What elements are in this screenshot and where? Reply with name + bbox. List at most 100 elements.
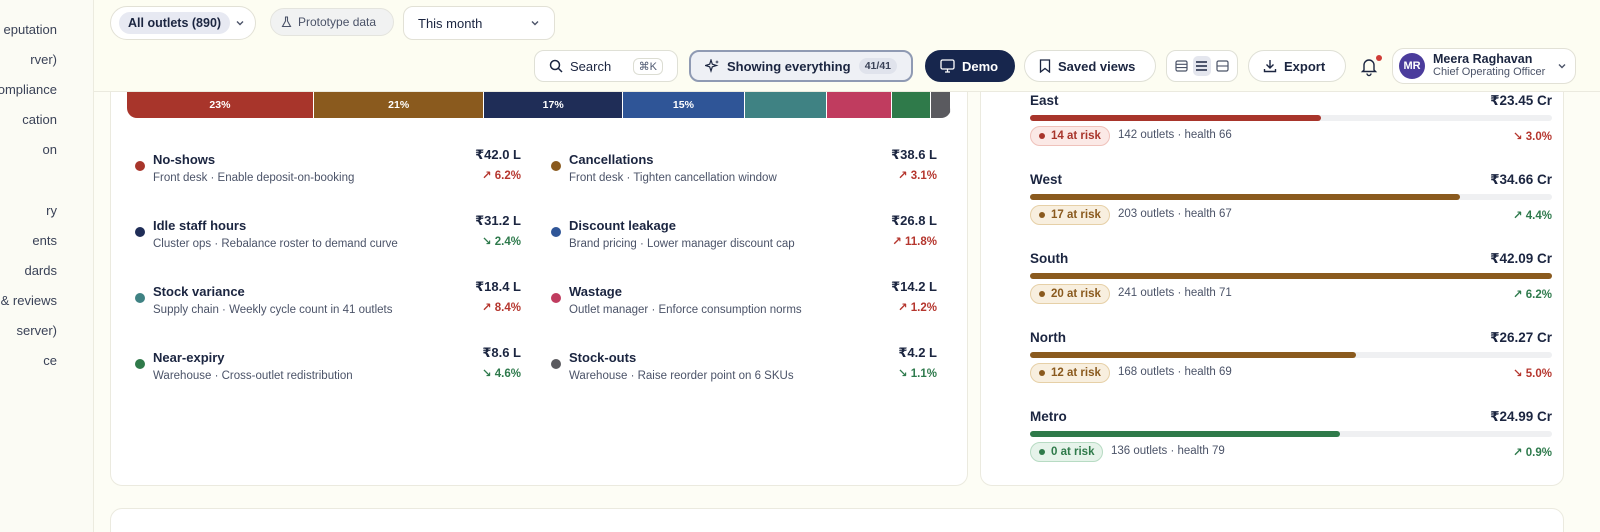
region-progress-track	[1030, 431, 1552, 437]
leakage-item[interactable]: No-shows Front desk · Enable deposit-on-b…	[135, 147, 531, 191]
period-label: This month	[418, 15, 483, 31]
region-value: ₹42.09 Cr	[1490, 251, 1552, 266]
notification-dot	[1376, 55, 1382, 61]
sidebar-item-ce[interactable]: ce	[43, 353, 57, 368]
sidebar-item-incidents[interactable]: ents	[32, 233, 57, 248]
search-button[interactable]: Search ⌘K	[534, 50, 678, 82]
showing-everything-button[interactable]: Showing everything 41/41	[689, 50, 913, 82]
share-segment[interactable]: 15%	[622, 92, 746, 118]
prototype-data-badge: Prototype data	[270, 8, 394, 36]
leakage-name: No-shows	[153, 152, 216, 167]
share-segment[interactable]	[892, 92, 931, 118]
user-menu[interactable]: MR Meera Raghavan Chief Operating Office…	[1392, 48, 1576, 84]
sidebar-item-communication[interactable]: cation	[22, 112, 57, 127]
leakage-card	[110, 70, 968, 486]
series-dot	[135, 359, 145, 369]
demo-button[interactable]: Demo	[925, 50, 1015, 82]
leakage-change: ↗ 8.4%	[481, 302, 521, 314]
sidebar-item-reviews[interactable]: & reviews	[0, 293, 57, 308]
region-name: West	[1030, 172, 1063, 187]
leakage-amount: ₹18.4 L	[475, 279, 521, 294]
region-row[interactable]: West ₹34.66 Cr 17 at risk 203 outlets · hea…	[1030, 172, 1552, 242]
leakage-change: ↗ 3.1%	[897, 170, 937, 182]
leakage-amount: ₹31.2 L	[475, 213, 521, 228]
region-row[interactable]: East ₹23.45 Cr 14 at risk 142 outlets · hea…	[1030, 93, 1552, 163]
share-segment[interactable]	[826, 92, 893, 118]
leakage-change: ↗ 1.2%	[897, 302, 937, 314]
leakage-name: Stock variance	[153, 284, 245, 299]
export-button[interactable]: Export	[1248, 50, 1346, 82]
region-progress-track	[1030, 273, 1552, 279]
leakage-name: Discount leakage	[569, 218, 676, 233]
region-row[interactable]: South ₹42.09 Cr 20 at risk 241 outlets · he…	[1030, 251, 1552, 321]
region-row[interactable]: North ₹26.27 Cr 12 at risk 168 outlets · he…	[1030, 330, 1552, 400]
rows-comfortable-icon	[1216, 60, 1229, 72]
region-value: ₹26.27 Cr	[1490, 330, 1552, 345]
outlets-filter[interactable]: All outlets (890)	[110, 6, 256, 40]
chevron-down-icon	[236, 21, 244, 26]
leakage-owner-action: Outlet manager · Enforce consumption nor…	[569, 304, 802, 316]
region-progress-track	[1030, 194, 1552, 200]
share-segment[interactable]	[930, 92, 951, 118]
showing-label: Showing everything	[727, 58, 851, 74]
chevron-down-icon	[531, 21, 539, 26]
density-comfortable-button[interactable]	[1214, 56, 1231, 76]
density-compact-button[interactable]	[1173, 56, 1190, 76]
share-segment[interactable]: 21%	[313, 92, 485, 118]
saved-views-button[interactable]: Saved views	[1024, 50, 1156, 82]
download-icon	[1263, 60, 1277, 73]
region-row[interactable]: Metro ₹24.99 Cr 0 at risk 136 outlets · hea…	[1030, 409, 1552, 479]
region-change: ↗ 4.4%	[1512, 210, 1552, 222]
chevron-down-icon	[1558, 64, 1566, 69]
leakage-change: ↘ 1.1%	[897, 368, 937, 380]
share-segment[interactable]	[745, 92, 827, 118]
sidebar-item-on[interactable]: on	[42, 142, 57, 157]
outlets-label: All outlets (890)	[119, 12, 231, 34]
leakage-item[interactable]: Wastage Outlet manager · Enforce consumpt…	[551, 279, 947, 323]
region-name: South	[1030, 251, 1069, 266]
density-default-button[interactable]	[1193, 56, 1211, 76]
region-meta: 142 outlets · health 66	[1118, 129, 1232, 141]
region-name: North	[1030, 330, 1066, 345]
risk-dot	[1039, 291, 1045, 297]
leakage-amount: ₹42.0 L	[475, 147, 521, 162]
sidebar-item-compliance[interactable]: ompliance	[0, 82, 57, 97]
share-segment[interactable]: 17%	[484, 92, 623, 118]
region-value: ₹24.99 Cr	[1490, 409, 1552, 424]
monitor-icon	[940, 59, 955, 73]
at-risk-label: 14 at risk	[1051, 130, 1101, 142]
region-progress-track	[1030, 352, 1552, 358]
sidebar-item-inventory[interactable]: ry	[46, 203, 57, 218]
leakage-item[interactable]: Near-expiry Warehouse · Cross-outlet redi…	[135, 345, 531, 389]
leakage-item[interactable]: Idle staff hours Cluster ops · Rebalance …	[135, 213, 531, 257]
sidebar-item-server-2[interactable]: server)	[16, 323, 57, 338]
search-shortcut: ⌘K	[632, 57, 663, 75]
bell-icon[interactable]	[1358, 55, 1380, 77]
series-dot	[135, 227, 145, 237]
at-risk-badge: 20 at risk	[1030, 284, 1110, 304]
at-risk-label: 0 at risk	[1051, 446, 1095, 458]
leakage-owner-action: Supply chain · Weekly cycle count in 41 …	[153, 304, 393, 316]
share-segment[interactable]: 23%	[127, 92, 314, 118]
leakage-item[interactable]: Stock variance Supply chain · Weekly cycl…	[135, 279, 531, 323]
export-label: Export	[1284, 58, 1326, 74]
leakage-item[interactable]: Stock-outs Warehouse · Raise reorder poin…	[551, 345, 947, 389]
sidebar-item-server[interactable]: rver)	[30, 52, 57, 67]
avatar: MR	[1399, 53, 1425, 79]
showing-count: 41/41	[858, 58, 897, 74]
at-risk-badge: 12 at risk	[1030, 363, 1110, 383]
region-progress-fill	[1030, 273, 1552, 279]
region-meta: 136 outlets · health 79	[1111, 445, 1225, 457]
leakage-item[interactable]: Discount leakage Brand pricing · Lower ma…	[551, 213, 947, 257]
search-icon	[549, 59, 563, 73]
series-dot	[551, 293, 561, 303]
region-progress-fill	[1030, 352, 1356, 358]
sidebar-item-standards[interactable]: dards	[24, 263, 57, 278]
sparkle-icon	[705, 58, 719, 73]
region-meta: 203 outlets · health 67	[1118, 208, 1232, 220]
leakage-item[interactable]: Cancellations Front desk · Tighten cancel…	[551, 147, 947, 191]
period-select[interactable]: This month	[403, 6, 555, 40]
sidebar-item-reputation[interactable]: eputation	[3, 22, 58, 37]
leakage-owner-action: Front desk · Tighten cancellation window	[569, 172, 777, 184]
leakage-change: ↗ 11.8%	[892, 236, 937, 248]
